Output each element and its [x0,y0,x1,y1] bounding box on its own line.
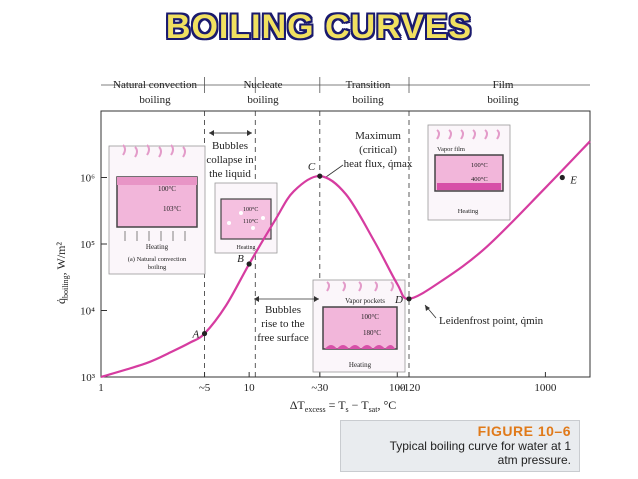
inset-natural-caption-1: (a) Natural convection [128,256,187,263]
inset-nucleate-t2: 110°C [243,218,258,225]
bubbles-rise-3: free surface [257,332,309,344]
regime-nucleate-line1: Nucleate [243,79,282,91]
bubbles-collapse-1: Bubbles [212,140,248,152]
caption-line-1: Typical boiling curve for water at 1 [389,439,571,453]
regime-boundaries [204,77,410,377]
inset-natural-convection: 100°C 103°C Heating (a) Natural convecti… [108,144,206,275]
point-b [246,261,252,267]
point-a [201,330,208,337]
point-label-b: B [237,253,244,265]
regime-headers: Natural convection boiling Nucleate boil… [101,79,590,106]
curve-layer [100,140,591,379]
inset-transition-title: Vapor pockets [345,297,385,305]
slide-title: BOILING CURVES [165,8,473,46]
leidenfrost-label: Leidenfrost point, q̇min [439,315,544,327]
maximum-2: (critical) [359,144,397,156]
inset-transition-t1: 100°C [361,313,379,321]
inset-nucleate-heating: Heating [237,245,256,251]
maximum-1: Maximum [355,130,401,142]
regime-natural-line2: boiling [139,94,171,106]
x-tick-label-5: ~120 [398,382,421,394]
inset-film-title: Vapor film [437,146,465,153]
inset-film: Vapor film 100°C 400°C Heating [427,124,511,221]
x-axis-ticks: 1 ~5 10 ~30 100~120 1000 [98,372,557,394]
annotation-maximum: Maximum (critical) heat flux, q̇max [325,130,413,178]
inset-nucleate: 100°C 110°C Heating [214,182,278,254]
regime-nucleate-line2: boiling [247,94,279,106]
point-label-a: A [192,329,200,341]
inset-transition-heating: Heating [349,361,372,369]
x-tick-label-6: 1000 [534,382,557,394]
point-e [559,174,565,181]
bubbles-collapse-2: collapse in [206,154,254,166]
inset-film-t1: 100°C [471,162,488,169]
x-tick-label-1: ~5 [199,382,211,394]
y-tick-label-2: 10⁵ [80,239,95,251]
boiling-curve-chart: Natural convection boiling Nucleate boil… [54,77,591,414]
caption-head: FIGURE 10–6 [477,423,571,439]
inset-nucleate-t1: 100°C [243,206,258,213]
boiling-curve-line-0 [100,140,591,379]
inset-transition-t2: 180°C [363,329,381,337]
y-axis-ticks: 10³ 10⁴ 10⁵ 10⁶ [80,173,107,384]
points-layer: A B C D E [192,161,578,340]
inset-natural-t1: 100°C [158,185,176,193]
regime-natural-line1: Natural convection [113,79,197,91]
point-d [406,296,412,302]
caption-line-2: atm pressure. [497,453,571,467]
inset-film-heating: Heating [458,208,479,215]
y-axis-label: q̇boiling, W/m² [54,242,70,304]
boiling-curve-figure: Natural convection boiling Nucleate boil… [43,73,596,473]
y-tick-label-1: 10⁴ [80,306,95,318]
inset-transition: Vapor pockets 100°C 180°C Heating [312,279,406,373]
annotation-bubbles-collapse: Bubbles collapse in the liquid [206,130,254,180]
regime-transition-line2: boiling [352,94,384,106]
inset-natural-t2: 103°C [163,205,181,213]
regime-film-line1: Film [493,79,514,91]
x-tick-label-0: 1 [98,382,104,394]
point-label-e: E [569,175,577,187]
x-tick-label-3: ~30 [311,382,328,394]
regime-film-line2: boiling [487,94,519,106]
bubbles-collapse-3: the liquid [209,168,251,180]
inset-natural-heating: Heating [146,243,169,251]
inset-natural-caption-2: boiling [148,264,167,271]
point-label-d: D [394,294,403,306]
point-label-c: C [308,161,316,173]
inset-film-t2: 400°C [471,176,488,183]
bubbles-rise-1: Bubbles [265,304,301,316]
y-tick-label-3: 10⁶ [80,173,95,185]
figure-caption: FIGURE 10–6 Typical boiling curve for wa… [340,420,580,472]
annotation-leidenfrost: Leidenfrost point, q̇min [424,304,544,327]
x-axis-label: ΔTexcess = Ts − Tsat, °C [290,398,397,414]
annotation-bubbles-rise: Bubbles rise to the free surface [254,296,319,344]
maximum-3: heat flux, q̇max [344,158,413,170]
regime-transition-line1: Transition [346,79,391,91]
point-c [317,173,323,179]
x-tick-label-4: 100 [389,382,406,394]
y-tick-label-0: 10³ [81,372,96,384]
bubbles-rise-2: rise to the [261,318,304,330]
x-tick-label-2: 10 [244,382,256,394]
